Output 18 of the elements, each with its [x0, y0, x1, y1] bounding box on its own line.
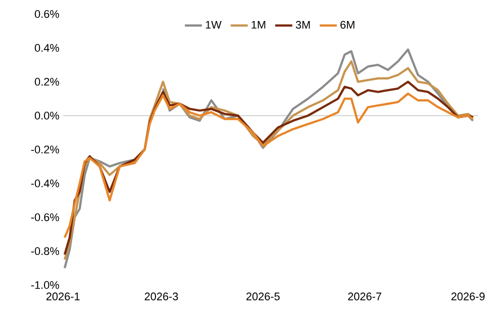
legend-label: 1M — [252, 20, 266, 29]
y-tick-label: 0.0% — [34, 112, 60, 120]
y-tick-label: -0.4% — [31, 179, 60, 188]
y-tick-label: 0.2% — [34, 78, 60, 86]
y-tick-label: 0.6% — [34, 10, 60, 18]
x-tick-label: 2026-9 — [451, 292, 485, 300]
x-tick-label: 2026-1 — [46, 292, 80, 300]
legend-label: 6M — [340, 20, 354, 29]
y-tick-label: -0.6% — [31, 213, 60, 222]
legend-label: 3M — [296, 20, 310, 29]
y-tick-label: -1.0% — [31, 281, 60, 289]
y-tick-label: 0.4% — [34, 44, 60, 52]
x-tick-label: 2026-5 — [246, 292, 280, 300]
y-tick-label: -0.2% — [31, 146, 60, 154]
x-tick-label: 2026-3 — [144, 292, 178, 300]
legend-label: 1W — [206, 20, 222, 29]
y-tick-label: -0.8% — [31, 247, 60, 256]
x-tick-label: 2026-7 — [348, 292, 382, 300]
